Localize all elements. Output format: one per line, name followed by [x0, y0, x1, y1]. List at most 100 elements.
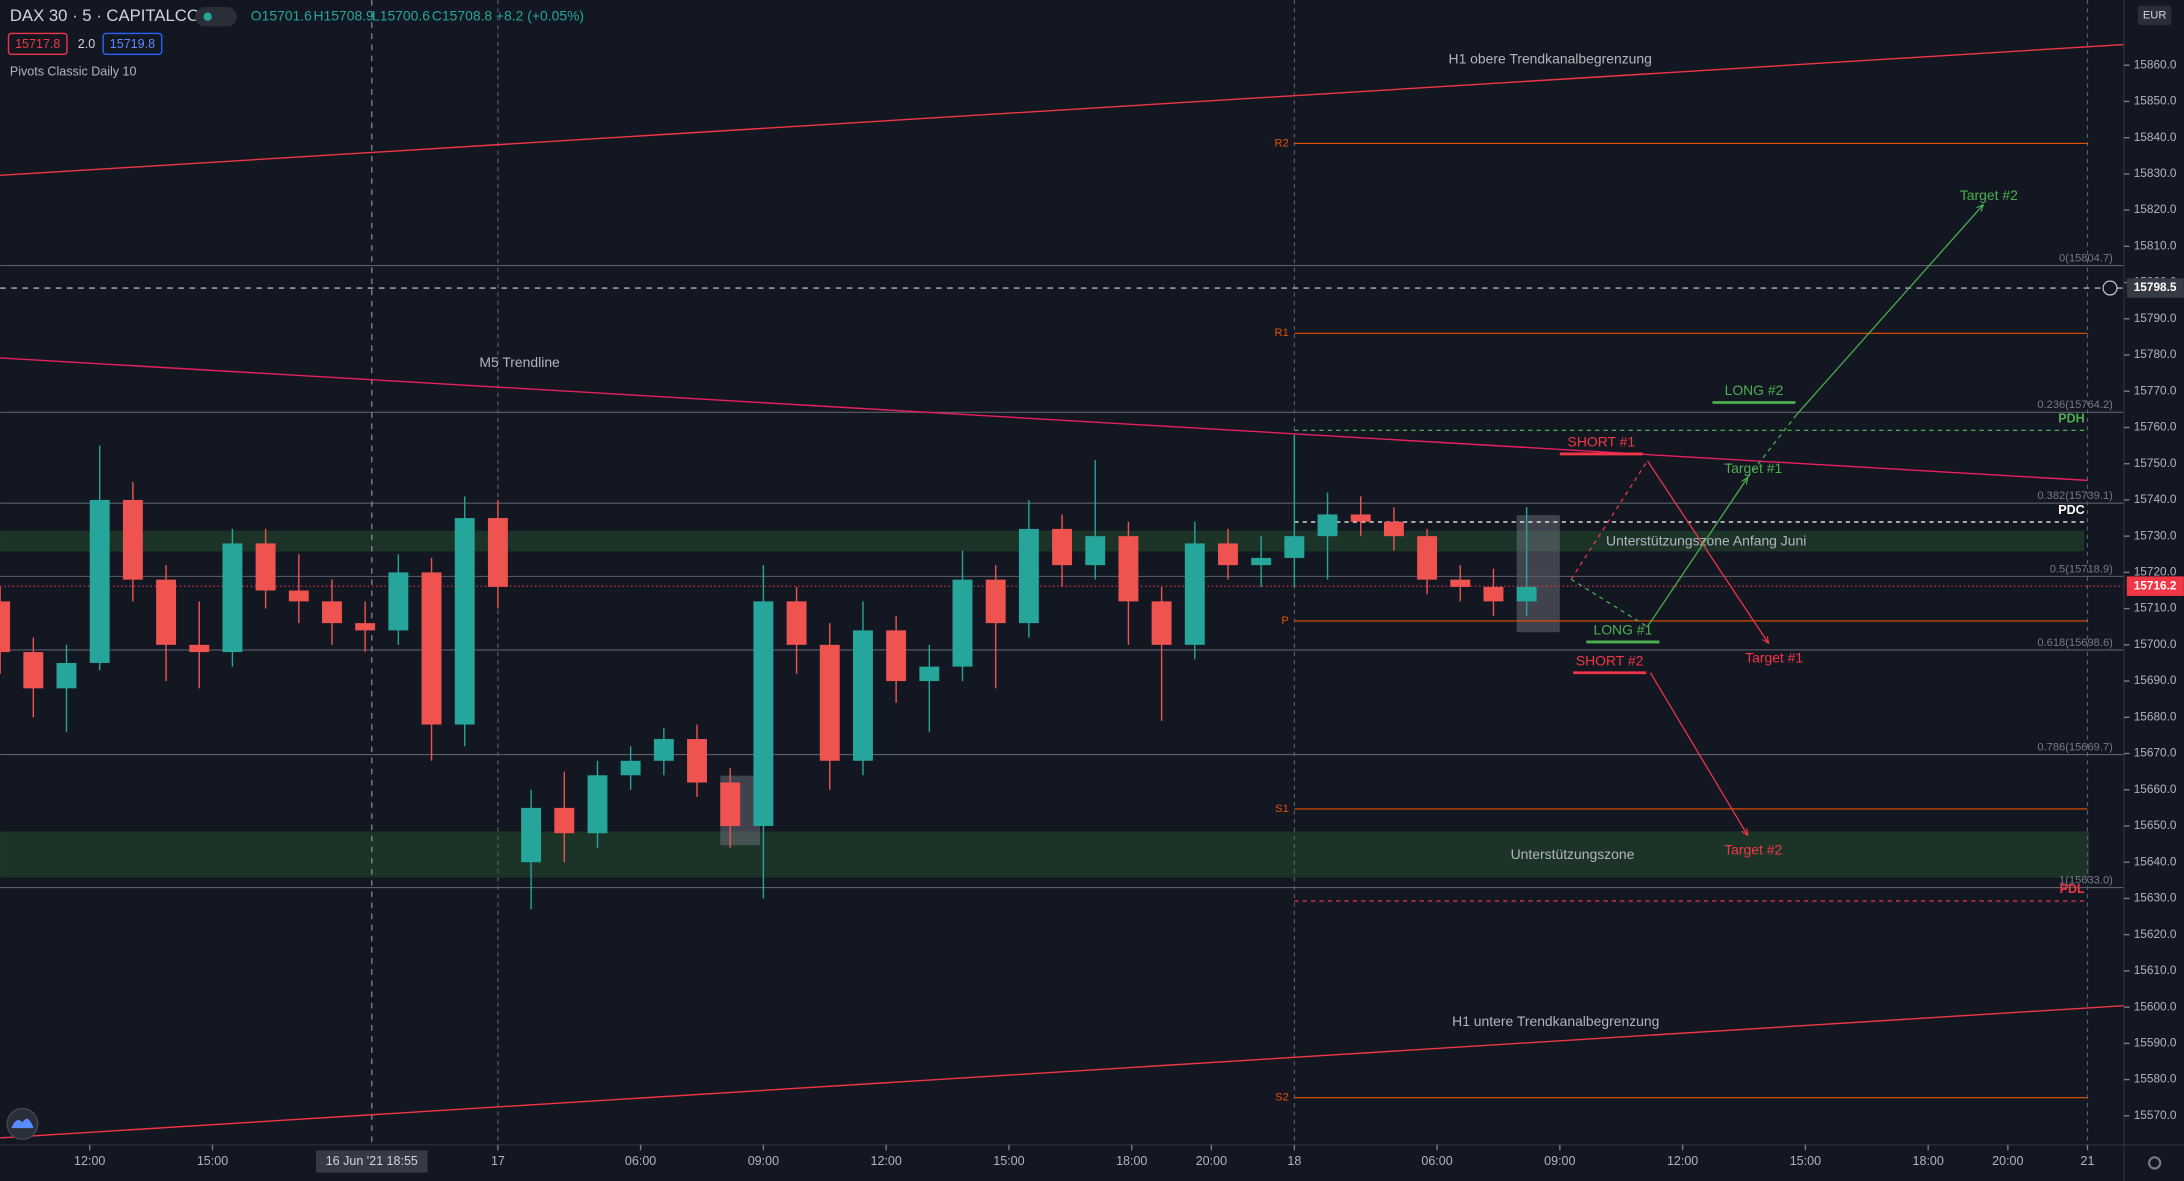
candle-body: [421, 572, 442, 725]
candle-body: [1383, 521, 1404, 537]
fib-label: 0.382(15739.1): [2037, 490, 2113, 502]
y-tick-label: 15760.0: [2134, 420, 2177, 434]
candle-body: [1483, 586, 1504, 602]
zone-label: Unterstützungszone Anfang Juni: [1606, 532, 1806, 548]
y-tick-label: 15570.0: [2134, 1108, 2177, 1122]
bid[interactable]: 15717.8: [15, 37, 60, 51]
setup-arrow: [1646, 460, 1768, 644]
y-tick-label: 15790.0: [2134, 311, 2177, 325]
x-tick-label: 12:00: [1667, 1154, 1698, 1168]
candle-body: [1317, 514, 1338, 537]
ask[interactable]: 15719.8: [110, 37, 155, 51]
x-tick-label: 18:00: [1116, 1154, 1147, 1168]
candle-body: [1218, 543, 1238, 566]
candle-body: [786, 601, 807, 645]
support-zone: [0, 530, 2085, 552]
pivot-label: P: [1281, 615, 1288, 627]
plot: 0(15804.7) 0.236(15764.2) 0.382(15739.1) 0.…: [0, 0, 2125, 1145]
candle-body: [1450, 579, 1471, 587]
support-zone: [0, 831, 2090, 878]
candle-body: [753, 601, 774, 826]
x-tick-label: 17: [491, 1154, 505, 1168]
y-tick-label: 15580.0: [2134, 1072, 2177, 1086]
candle-body: [23, 652, 44, 689]
candle-body: [189, 644, 210, 653]
fib-label: 0.786(15669.7): [2037, 742, 2113, 754]
last-price-box: [2126, 576, 2184, 596]
candle-body: [56, 662, 77, 689]
x-tick-label: 20:00: [1992, 1154, 2023, 1168]
x-tick-label: 15:00: [993, 1154, 1024, 1168]
ask-box[interactable]: [102, 32, 163, 56]
x-tick-label: 09:00: [1544, 1154, 1575, 1168]
currency[interactable]: EUR: [2143, 9, 2167, 21]
fib-label: 0.618(15698.6): [2037, 637, 2113, 649]
candle-body: [819, 644, 840, 761]
y-tick-label: 15860.0: [2134, 57, 2177, 71]
x-tick-label: 06:00: [1421, 1154, 1452, 1168]
highlight-box: [1516, 515, 1560, 633]
y-tick-label: 15820.0: [2134, 202, 2177, 216]
settings-icon[interactable]: [2148, 1156, 2162, 1170]
candle-body: [1052, 528, 1073, 566]
candle-body: [985, 579, 1006, 624]
crosshair-time-box: [316, 1150, 428, 1173]
candle-body: [487, 518, 508, 587]
candle-body: [653, 739, 674, 761]
candle-body: [156, 579, 177, 645]
y-tick-label: 15850.0: [2134, 94, 2177, 108]
spread: 2.0: [78, 37, 95, 51]
candle-body: [687, 739, 707, 783]
crosshair-price-box: [2126, 278, 2184, 298]
currency-box[interactable]: [2137, 5, 2172, 26]
candle-body: [587, 775, 608, 834]
x-tick-label: 12:00: [74, 1154, 105, 1168]
setup-arrow: [1795, 205, 1983, 416]
candle-body: [355, 623, 376, 631]
trendline-label: H1 obere Trendkanalbegrenzung: [1449, 51, 1652, 67]
setup-arrow: [1649, 672, 1747, 836]
trendline-label: H1 untere Trendkanalbegrenzung: [1452, 1013, 1659, 1029]
y-tick-label: 15630.0: [2134, 891, 2177, 905]
pivot-label: R2: [1275, 137, 1289, 149]
ohlc-low: L15700.6: [372, 7, 430, 23]
x-tick-label: 20:00: [1196, 1154, 1227, 1168]
setup-label: LONG #2: [1725, 382, 1784, 398]
y-tick-label: 15670.0: [2134, 746, 2177, 760]
candle-body: [454, 518, 475, 725]
candle-body: [222, 543, 243, 653]
candle-body: [1350, 514, 1371, 522]
y-tick-label: 15640.0: [2134, 854, 2177, 868]
ohlc-high: H15708.9: [313, 7, 374, 23]
indicator-label: Pivots Classic Daily 10: [10, 65, 137, 79]
y-tick-label: 15610.0: [2134, 963, 2177, 977]
crosshair-price-label: 15798.5: [2134, 280, 2177, 294]
candle-body: [1118, 536, 1139, 602]
candle-body: [388, 572, 409, 631]
status-dot: [203, 12, 212, 21]
y-tick-label: 15700.0: [2134, 637, 2177, 651]
pivot-label: S1: [1275, 803, 1289, 815]
setup-arrow: [1570, 460, 1648, 580]
candle-body: [89, 499, 110, 663]
last-price-label: 15716.2: [2134, 578, 2177, 592]
axes: 15570.0 15580.0 15590.0 15600.0 15610.0 15620…: [74, 57, 2184, 1173]
bid-box[interactable]: [7, 32, 68, 56]
x-tick-label: 21: [2081, 1154, 2095, 1168]
candle-body: [521, 807, 542, 863]
x-tick-label: 18:00: [1913, 1154, 1944, 1168]
candle-body: [322, 601, 342, 624]
zone-label: Unterstützungszone: [1511, 846, 1635, 862]
logo-mark: [11, 1118, 34, 1129]
y-tick-label: 15650.0: [2134, 818, 2177, 832]
target-label: Target #2: [1960, 187, 2018, 203]
y-tick-label: 15770.0: [2134, 383, 2177, 397]
prev-day-label: PDH: [2058, 412, 2084, 426]
y-tick-label: 15620.0: [2134, 927, 2177, 941]
candle-body: [288, 590, 309, 602]
candle-body: [1018, 528, 1039, 624]
trendline: [0, 1004, 2125, 1139]
prev-day-label: PDL: [2060, 882, 2085, 896]
